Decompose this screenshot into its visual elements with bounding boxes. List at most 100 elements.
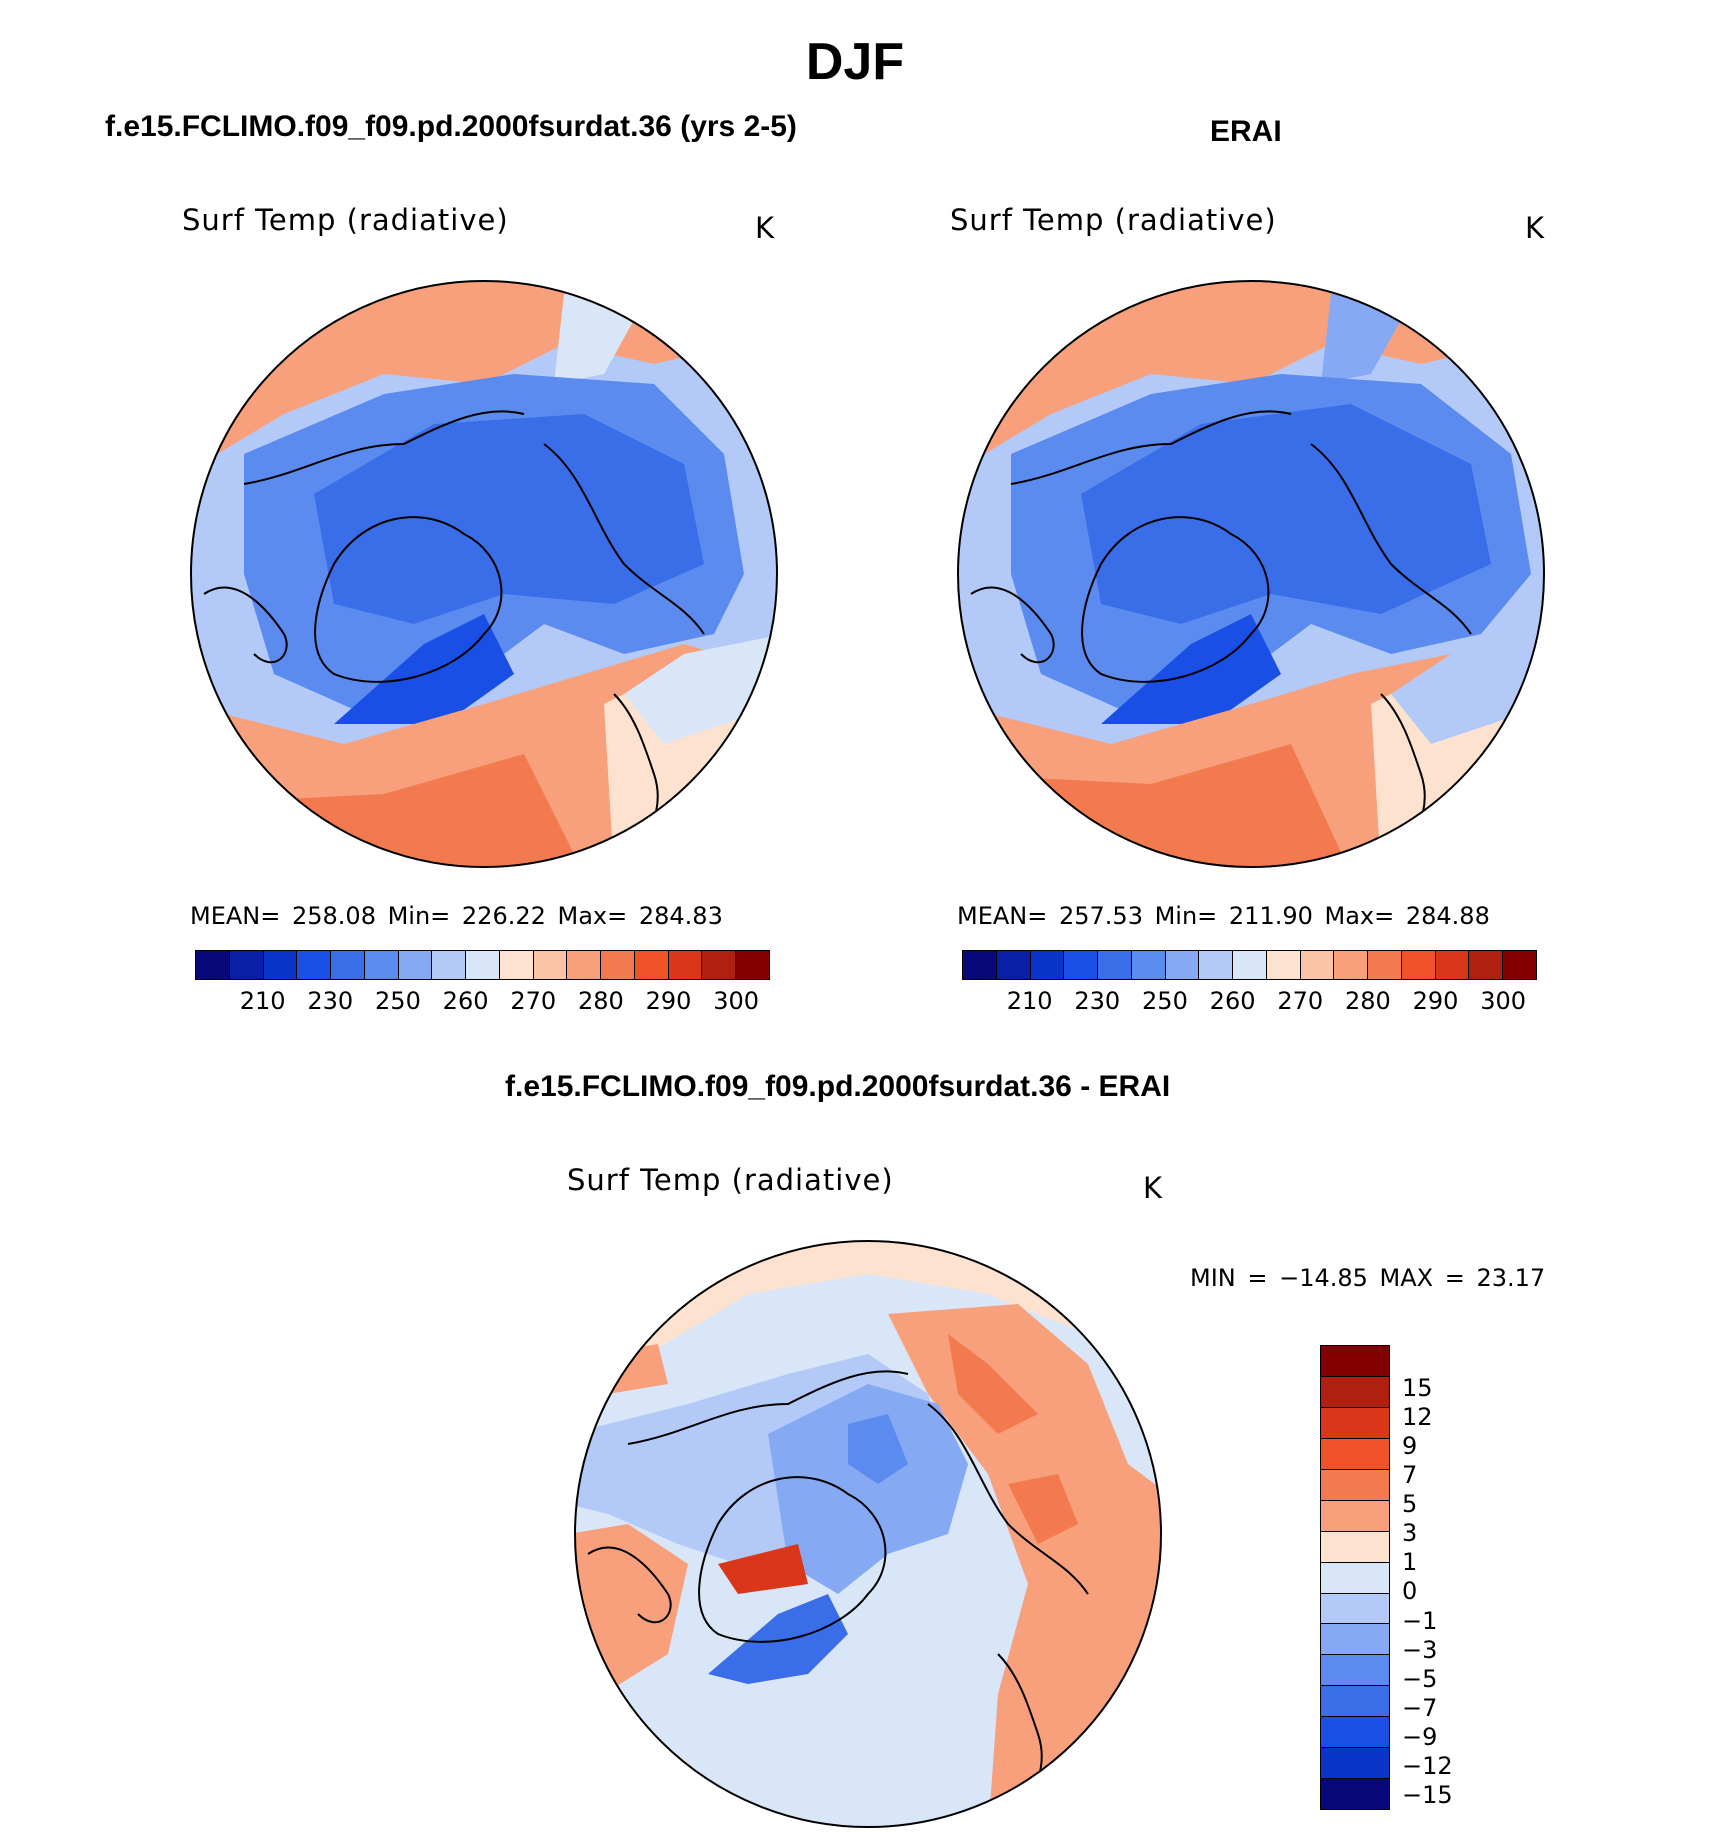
colorbar-swatch [1321, 1562, 1389, 1594]
colorbar-swatch [1165, 951, 1200, 979]
colorbar-swatch [1321, 1624, 1389, 1656]
colorbar-swatch [1321, 1438, 1389, 1470]
colorbar-swatch [1098, 951, 1132, 979]
colorbar-swatch [1321, 1779, 1389, 1810]
colorbar-swatch [1321, 1376, 1389, 1408]
diff-colorbar [1320, 1345, 1390, 1810]
colorbar-swatch [1321, 1655, 1389, 1687]
colorbar-tick-label: 1 [1402, 1548, 1418, 1577]
colorbar-tick-label: 260 [1209, 987, 1256, 1015]
colorbar-swatch [736, 951, 770, 979]
colorbar-tick-label: −7 [1402, 1693, 1438, 1722]
diff-colorbar-ticks: 15 12 9 7 5 3 1 0 −1 −3 −5 −7 −9 −12 −15 [1402, 1345, 1522, 1810]
colorbar-swatch [1233, 951, 1267, 979]
colorbar-swatch [466, 951, 500, 979]
colorbar-tick-label: 210 [239, 987, 286, 1015]
diff-units-label: K [1143, 1171, 1164, 1205]
colorbar-tick-label: −3 [1402, 1635, 1438, 1664]
colorbar-swatch [533, 951, 568, 979]
obs-units-label: K [1525, 211, 1546, 245]
colorbar-swatch [432, 951, 467, 979]
colorbar-swatch [668, 951, 703, 979]
colorbar-swatch [1199, 951, 1234, 979]
colorbar-tick-label: 300 [1480, 987, 1527, 1015]
colorbar-swatch [1321, 1346, 1389, 1377]
colorbar-tick-label: 300 [713, 987, 760, 1015]
colorbar-swatch [1321, 1686, 1389, 1718]
colorbar-swatch [567, 951, 602, 979]
colorbar-tick-label: 280 [1344, 987, 1391, 1015]
diff-variable-label: Surf Temp (radiative) [567, 1163, 894, 1197]
colorbar-tick-label: 12 [1402, 1403, 1433, 1432]
model-units-label: K [755, 211, 776, 245]
model-polar-map [190, 280, 778, 868]
obs-polar-map [957, 280, 1545, 868]
obs-stats: MEAN= 257.53 Min= 211.90 Max= 284.88 [957, 902, 1490, 930]
obs-panel-title: ERAI [1210, 115, 1282, 148]
colorbar-swatch [1368, 951, 1402, 979]
colorbar-tick-label: 290 [1412, 987, 1459, 1015]
colorbar-swatch [1334, 951, 1369, 979]
colorbar-swatch [499, 951, 534, 979]
colorbar-swatch [1469, 951, 1504, 979]
colorbar-swatch [1321, 1531, 1389, 1563]
colorbar-swatch [1321, 1500, 1389, 1532]
colorbar-swatch [1321, 1469, 1389, 1501]
colorbar-swatch [1321, 1593, 1389, 1625]
colorbar-tick-label: −12 [1402, 1751, 1453, 1780]
obs-colorbar [962, 950, 1537, 980]
model-colorbar-ticks: 210 230 250 260 270 280 290 300 [195, 987, 770, 1017]
colorbar-swatch [263, 951, 298, 979]
colorbar-tick-label: −5 [1402, 1664, 1438, 1693]
colorbar-swatch [331, 951, 365, 979]
model-colorbar [195, 950, 770, 980]
colorbar-tick-label: −9 [1402, 1722, 1438, 1751]
colorbar-tick-label: 270 [1277, 987, 1324, 1015]
colorbar-swatch [398, 951, 433, 979]
colorbar-swatch [1321, 1748, 1389, 1780]
colorbar-swatch [702, 951, 737, 979]
colorbar-tick-label: 230 [1074, 987, 1121, 1015]
colorbar-tick-label: 210 [1006, 987, 1053, 1015]
colorbar-swatch [634, 951, 669, 979]
colorbar-swatch [229, 951, 264, 979]
diff-polar-map [574, 1240, 1162, 1828]
colorbar-tick-label: 290 [645, 987, 692, 1015]
colorbar-tick-label: 15 [1402, 1374, 1433, 1402]
colorbar-tick-label: 250 [375, 987, 421, 1015]
diff-panel-title: f.e15.FCLIMO.f09_f09.pd.2000fsurdat.36 -… [505, 1070, 1171, 1103]
obs-variable-label: Surf Temp (radiative) [950, 203, 1277, 237]
colorbar-tick-label: 260 [442, 987, 489, 1015]
model-stats: MEAN= 258.08 Min= 226.22 Max= 284.83 [190, 902, 723, 930]
colorbar-swatch [364, 951, 399, 979]
colorbar-tick-label: 230 [307, 987, 354, 1015]
colorbar-swatch [1321, 1717, 1389, 1749]
colorbar-swatch [1030, 951, 1065, 979]
colorbar-tick-label: 5 [1402, 1490, 1418, 1519]
model-panel-title: f.e15.FCLIMO.f09_f09.pd.2000fsurdat.36 (… [105, 110, 797, 143]
colorbar-swatch [996, 951, 1031, 979]
colorbar-swatch [1435, 951, 1470, 979]
obs-colorbar-ticks: 210 230 250 260 270 280 290 300 [962, 987, 1537, 1017]
diff-minmax: MIN = −14.85 MAX = 23.17 [1190, 1264, 1546, 1292]
colorbar-swatch [601, 951, 635, 979]
colorbar-swatch [1064, 951, 1099, 979]
colorbar-tick-label: −1 [1402, 1606, 1438, 1635]
colorbar-swatch [297, 951, 332, 979]
colorbar-swatch [963, 951, 997, 979]
colorbar-tick-label: 3 [1402, 1519, 1418, 1548]
colorbar-swatch [1300, 951, 1335, 979]
colorbar-swatch [1321, 1407, 1389, 1439]
model-variable-label: Surf Temp (radiative) [182, 203, 509, 237]
colorbar-swatch [1131, 951, 1166, 979]
colorbar-swatch [196, 951, 230, 979]
colorbar-swatch [1266, 951, 1301, 979]
colorbar-tick-label: 250 [1142, 987, 1188, 1015]
colorbar-swatch [1503, 951, 1537, 979]
main-title: DJF [805, 33, 905, 91]
colorbar-tick-label: 280 [577, 987, 624, 1015]
colorbar-swatch [1401, 951, 1436, 979]
colorbar-tick-label: 9 [1402, 1432, 1418, 1461]
colorbar-tick-label: 0 [1402, 1577, 1418, 1606]
colorbar-tick-label: −15 [1402, 1780, 1453, 1809]
